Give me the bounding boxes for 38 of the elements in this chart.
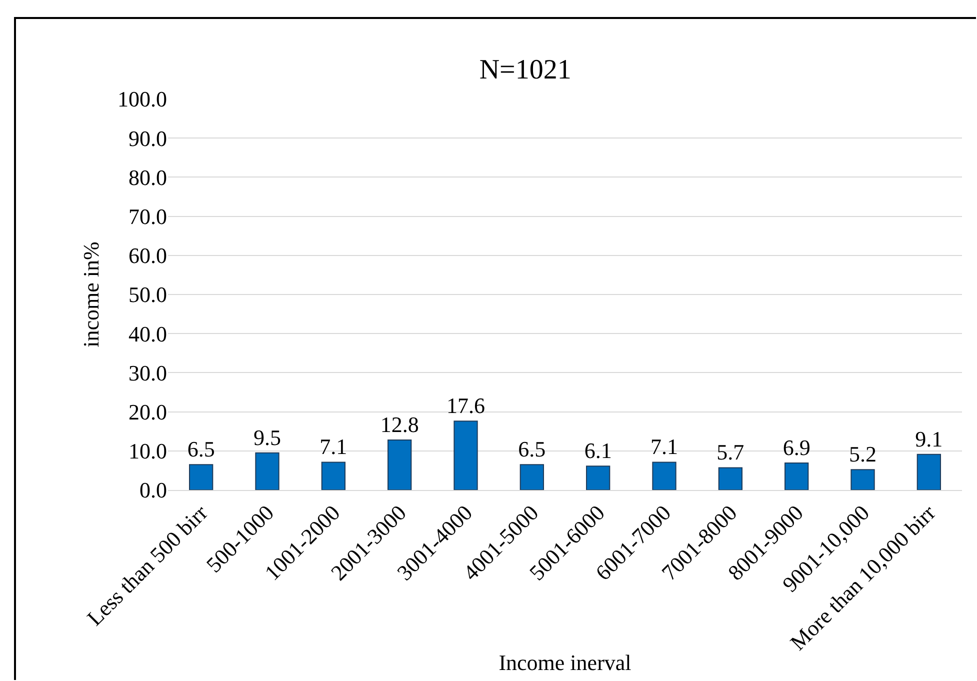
y-tick-label: 0.0 — [140, 478, 167, 503]
data-label: 6.1 — [584, 438, 612, 464]
data-label: 17.6 — [446, 393, 485, 418]
bar — [586, 466, 610, 490]
y-tick-label: 60.0 — [128, 243, 167, 268]
data-label: 5.2 — [849, 442, 876, 467]
data-label: 7.1 — [320, 434, 348, 460]
y-tick-label: 40.0 — [128, 321, 167, 346]
y-tick-label: 100.0 — [118, 86, 167, 112]
bar — [916, 454, 941, 490]
bar — [454, 420, 478, 490]
data-label: 5.7 — [716, 440, 744, 465]
data-label: 6.5 — [187, 436, 215, 462]
bar — [784, 462, 809, 490]
bar — [520, 464, 544, 490]
bar — [652, 462, 676, 490]
bar — [321, 462, 346, 490]
data-label: 6.5 — [518, 436, 546, 462]
y-tick-label: 20.0 — [128, 400, 167, 424]
y-tick-label: 30.0 — [128, 360, 167, 386]
bar — [850, 469, 875, 490]
y-tick-label: 80.0 — [128, 164, 167, 190]
x-axis-title: Income inerval — [498, 650, 632, 676]
bar — [388, 439, 412, 490]
y-tick-label: 70.0 — [128, 204, 167, 229]
y-tick-label: 10.0 — [128, 438, 167, 464]
data-label: 6.9 — [782, 435, 810, 460]
data-label: 7.1 — [650, 434, 678, 460]
data-label: 9.1 — [915, 426, 943, 452]
data-label: 9.5 — [254, 424, 281, 450]
bar — [718, 467, 742, 490]
bar — [189, 464, 214, 490]
y-axis-title: income in% — [78, 242, 104, 348]
y-tick-label: 50.0 — [128, 282, 167, 308]
y-tick-label: 90.0 — [128, 126, 167, 151]
data-label: 12.8 — [380, 412, 419, 437]
bar — [255, 452, 280, 490]
chart-title: N=1021 — [479, 54, 572, 86]
